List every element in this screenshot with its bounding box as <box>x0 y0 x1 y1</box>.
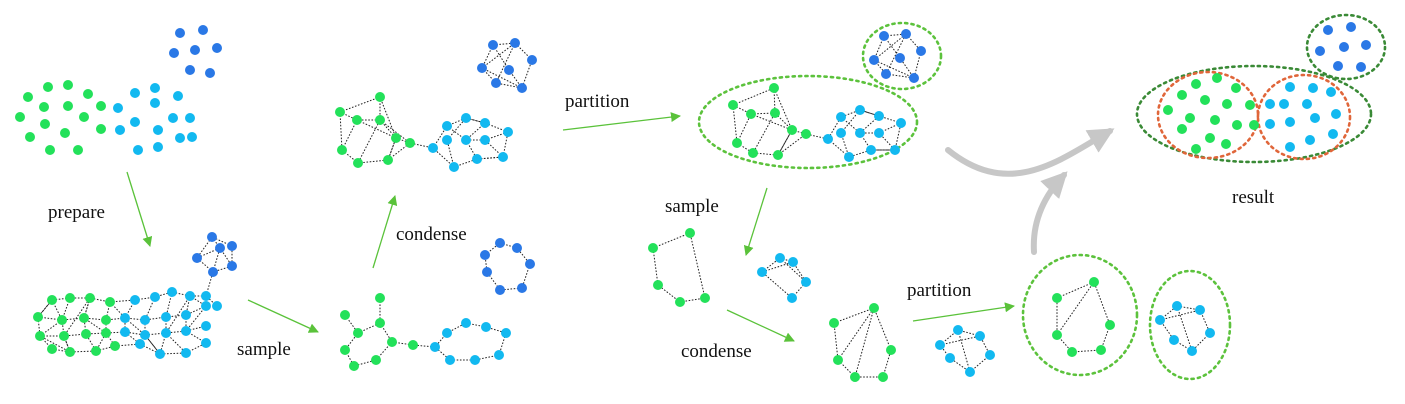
cluster-cyan-nodes <box>1155 301 1215 356</box>
graph-cyan-nodes <box>120 287 222 359</box>
cluster-green-nodes <box>1052 277 1115 357</box>
partitioned-graph <box>697 21 943 170</box>
label-condense-1: condense <box>396 224 467 245</box>
cluster-ring-cyan <box>1148 269 1232 381</box>
arrow-prepare <box>126 171 153 247</box>
label-sample-2: sample <box>665 196 719 217</box>
result-cyan-ring <box>1256 73 1352 161</box>
result-cyan-points <box>1265 82 1341 152</box>
partitioned-cyan-nodes <box>823 105 906 162</box>
arrow-partition-2 <box>912 302 1015 322</box>
label-condense-2: condense <box>681 341 752 362</box>
label-prepare: prepare <box>48 202 105 223</box>
sampled-partition-green <box>648 228 710 307</box>
cluster-ring-green <box>1021 253 1139 377</box>
condensed-cyan-nodes <box>428 113 513 172</box>
result-blue-ring <box>1305 13 1387 81</box>
blue-points <box>169 25 222 78</box>
label-partition-1: partition <box>565 91 630 112</box>
condensed-blue-subgraph <box>477 38 537 93</box>
partitioned-green-nodes <box>728 83 811 160</box>
partition-ring-small <box>861 21 943 91</box>
sampled-cyan-nodes <box>430 318 511 365</box>
partition-ring-large <box>697 74 919 170</box>
green-points <box>15 80 106 155</box>
arrow-sample-2 <box>743 187 768 256</box>
label-partition-2: partition <box>907 280 972 301</box>
condensed-green-nodes <box>335 92 415 168</box>
label-result: result <box>1232 187 1275 208</box>
condensed-edges <box>339 96 509 168</box>
sampled-graph <box>340 238 535 371</box>
arrow-sample-1 <box>247 299 319 333</box>
raw-points-cluster <box>15 25 222 155</box>
partitioned-blue-nodes <box>869 29 926 83</box>
graph-blue-nodes <box>192 232 237 277</box>
sampled-green-nodes <box>340 293 418 371</box>
result-outer-ring <box>1135 64 1373 164</box>
condensed-partition-green <box>829 303 896 382</box>
graph-green-nodes <box>33 293 120 357</box>
condensed-partitions <box>829 303 995 382</box>
result-clusters <box>1135 13 1387 164</box>
arrow-condense-2 <box>726 309 795 342</box>
big-arrow-top <box>945 128 1115 177</box>
arrow-partition-1 <box>562 112 681 131</box>
partitioned-clusters <box>1021 253 1232 381</box>
label-sample-1: sample <box>237 339 291 360</box>
arrow-condense-1 <box>372 195 398 269</box>
result-green-ring <box>1156 70 1260 160</box>
sampled-edges <box>344 298 507 367</box>
sampled-blue-ring <box>480 238 535 295</box>
big-arrow-bottom <box>1030 171 1068 255</box>
prepared-graph <box>33 232 237 359</box>
condensed-graph <box>335 38 537 172</box>
result-green-points <box>1163 73 1259 154</box>
sampled-partitions <box>648 228 811 307</box>
result-blue-points <box>1315 22 1371 72</box>
cyan-points <box>113 83 197 155</box>
sampled-partition-cyan <box>757 253 811 303</box>
condensed-partition-cyan <box>935 325 995 377</box>
